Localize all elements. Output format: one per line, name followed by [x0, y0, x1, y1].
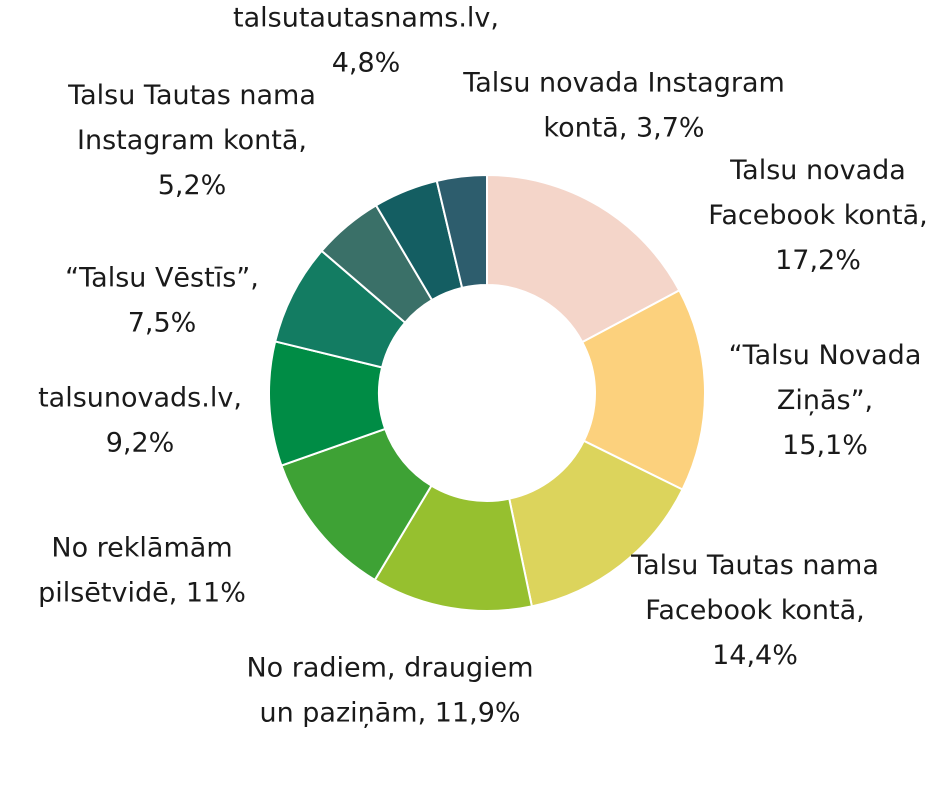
slice-label-line: No radiem, draugiem: [246, 653, 533, 684]
slice-label-line: 5,2%: [158, 170, 227, 201]
slice-label: “Talsu Vēstīs”, 7,5%: [65, 263, 259, 339]
slice-label-line: Talsu novada: [729, 155, 906, 186]
slice-label-line: No reklāmām: [51, 533, 232, 564]
slice-label-line: Facebook kontā,: [708, 200, 927, 231]
donut-slices: [268, 173, 706, 612]
slice-label: talsunovads.lv, 9,2%: [38, 383, 242, 459]
slice-label: talsutautasnams.lv, 4,8%: [233, 3, 499, 79]
slice-label: Talsu Tautas nama Instagram kontā, 5,2%: [67, 80, 316, 201]
slice-label-line: Talsu Tautas nama: [67, 80, 316, 111]
slice-label-line: talsutautasnams.lv,: [233, 3, 499, 34]
slice-label-line: “Talsu Novada: [729, 340, 922, 371]
slice-label-line: talsunovads.lv,: [38, 383, 242, 414]
slice-label-line: un paziņām, 11,9%: [259, 698, 520, 729]
slice-label-line: pilsētvidē, 11%: [38, 578, 246, 609]
slice-label-line: “Talsu Vēstīs”,: [65, 263, 259, 294]
slice-label-line: Instagram kontā,: [77, 125, 307, 156]
slice-label-line: 4,8%: [332, 48, 401, 79]
slice-label-line: 17,2%: [775, 245, 861, 276]
slice-label: Talsu novada Facebook kontā, 17,2%: [708, 155, 927, 276]
slice-label: Talsu novada Instagram kontā, 3,7%: [462, 68, 785, 144]
slice-label-line: 9,2%: [106, 428, 175, 459]
slice-label: No radiem, draugiem un paziņām, 11,9%: [246, 653, 533, 729]
slice-label-line: Ziņās”,: [777, 385, 873, 416]
slice-labels: Talsu novada Facebook kontā, 17,2% “Talsu N…: [38, 3, 928, 729]
donut-slice: [580, 289, 706, 491]
slice-label-line: 14,4%: [712, 640, 798, 671]
donut-slice: [486, 173, 681, 344]
slice-label-line: Talsu Tautas nama: [630, 550, 879, 581]
donut-slice: [508, 439, 684, 608]
donut-slice: [435, 173, 488, 290]
slice-label-line: 7,5%: [128, 308, 197, 339]
slice-label-line: 15,1%: [782, 430, 868, 461]
slice-label: No reklāmām pilsētvidē, 11%: [38, 533, 246, 609]
slice-label-line: Talsu novada Instagram: [462, 68, 785, 99]
slice-label: “Talsu Novada Ziņās”, 15,1%: [729, 340, 922, 461]
slice-label-line: kontā, 3,7%: [543, 113, 704, 144]
slice-label-line: Facebook kontā,: [645, 595, 864, 626]
slice-label: Talsu Tautas nama Facebook kontā, 14,4%: [630, 550, 879, 671]
